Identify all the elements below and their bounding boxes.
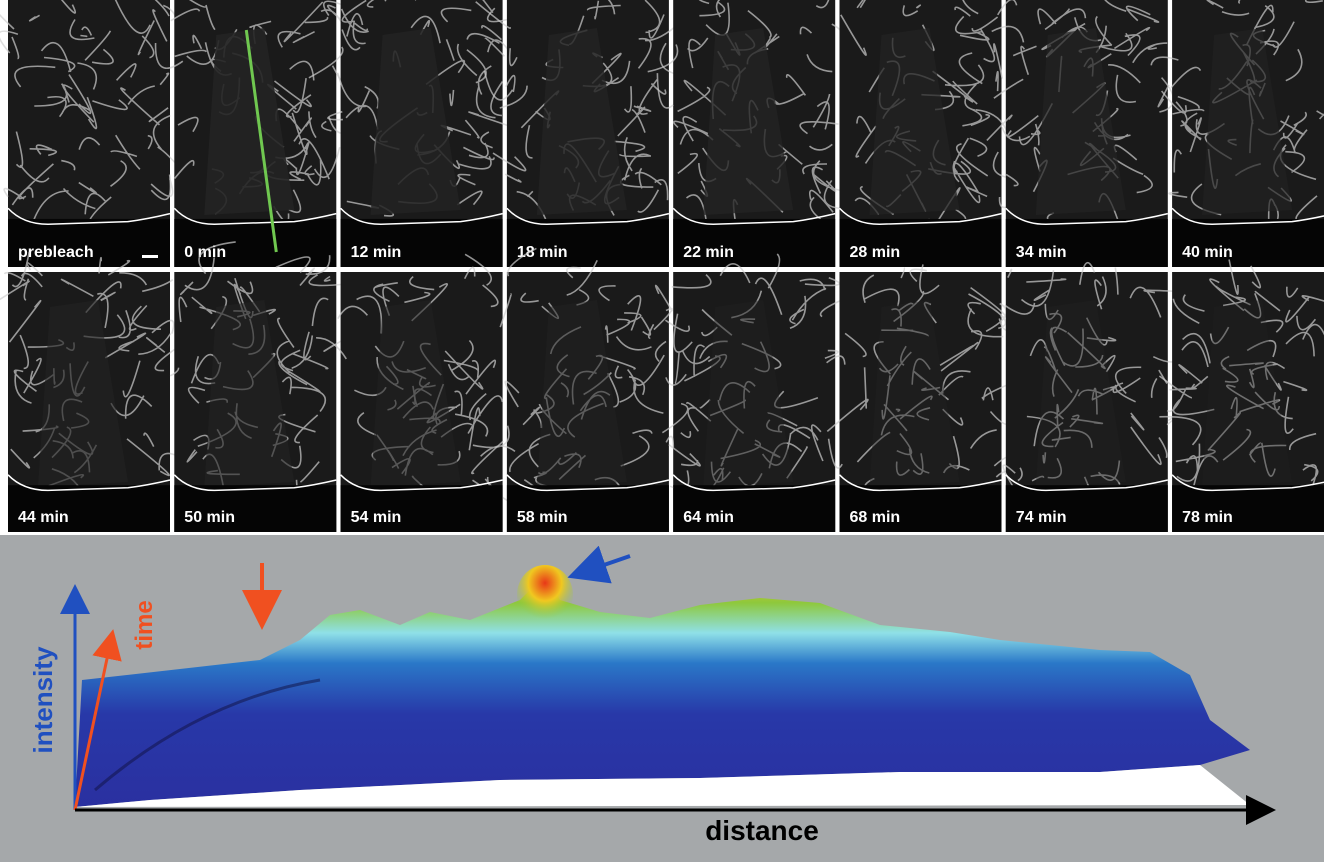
- panel-label: 78 min: [1182, 509, 1233, 526]
- panel: 28 min: [840, 0, 1025, 267]
- intensity-label: intensity: [28, 646, 58, 753]
- panel: 64 min: [662, 254, 847, 532]
- panel-label: 34 min: [1016, 244, 1067, 261]
- panel: 44 min: [0, 252, 190, 532]
- time-label: time: [131, 600, 158, 649]
- panel-label: 44 min: [18, 509, 69, 526]
- panel-label: 64 min: [683, 509, 734, 526]
- panel: 22 min: [648, 0, 852, 267]
- panel: 68 min: [827, 264, 1022, 532]
- panel: 18 min: [476, 0, 680, 267]
- panel-label: 54 min: [351, 509, 402, 526]
- panel: 58 min: [473, 248, 672, 532]
- panel: prebleach: [0, 0, 186, 267]
- panel-label: 40 min: [1182, 244, 1233, 261]
- distance-label: distance: [705, 815, 819, 846]
- panel-label: 68 min: [850, 509, 901, 526]
- peak: [517, 565, 573, 625]
- panel-label: 12 min: [351, 244, 402, 261]
- panel: 34 min: [987, 0, 1174, 267]
- panel-label: 58 min: [517, 509, 568, 526]
- panel: 78 min: [1159, 260, 1324, 533]
- panel: 50 min: [170, 242, 362, 532]
- scale-bar: [142, 255, 158, 258]
- panel-label: 50 min: [184, 509, 235, 526]
- figure: prebleach0 min 12 min 18 min 22 min 28 min 34…: [0, 0, 1324, 862]
- panel: 0 min: [156, 0, 363, 267]
- panel-label: 28 min: [850, 244, 901, 261]
- panel: 74 min: [1003, 263, 1181, 532]
- panel-label: 18 min: [517, 244, 568, 261]
- panel-label: 0 min: [184, 244, 226, 261]
- panel: 54 min: [316, 254, 521, 532]
- panel: 40 min: [1151, 0, 1324, 267]
- panel-label: 74 min: [1016, 509, 1067, 526]
- panel-label: 22 min: [683, 244, 734, 261]
